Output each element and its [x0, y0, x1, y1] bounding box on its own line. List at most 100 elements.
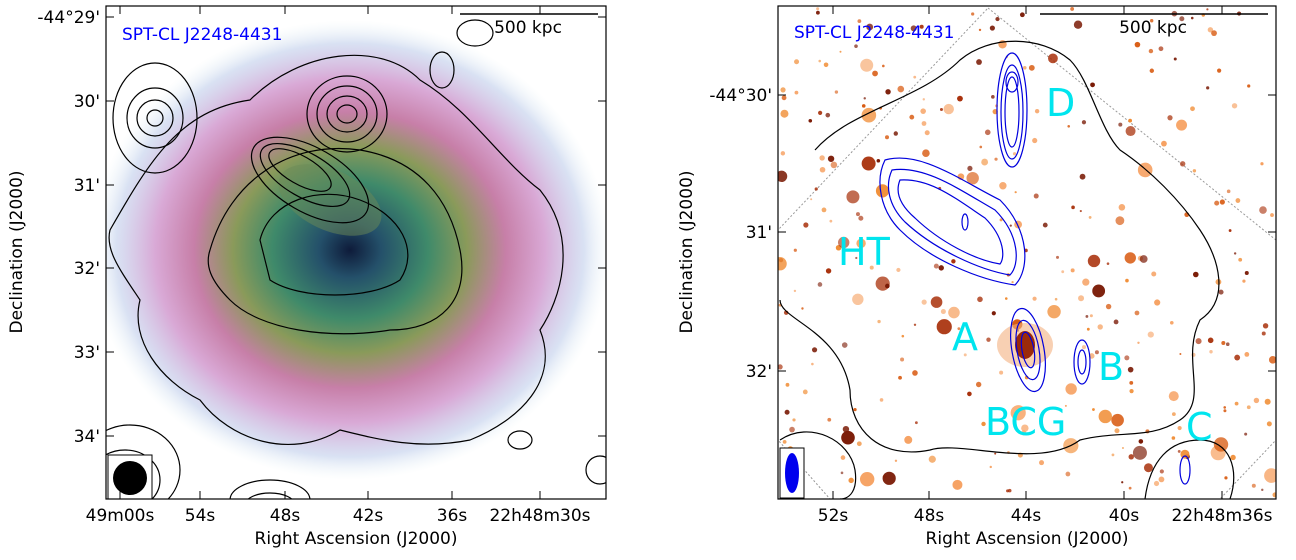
x-tick-label: 48s [270, 506, 301, 526]
galaxy [1206, 8, 1209, 11]
galaxy [1244, 432, 1248, 436]
galaxy [1089, 314, 1093, 318]
galaxy [991, 311, 996, 316]
galaxy [1129, 380, 1134, 385]
galaxy [910, 25, 917, 32]
galaxy [816, 10, 820, 15]
galaxy [1078, 295, 1085, 302]
galaxy [1167, 115, 1173, 121]
galaxy [1006, 489, 1010, 493]
galaxy [778, 170, 788, 183]
galaxy [1161, 140, 1167, 147]
galaxy [778, 364, 783, 370]
y-axis-label: Declination (J2000) [7, 170, 27, 333]
galaxy [827, 155, 835, 162]
y-tick-label: -44°30' [709, 86, 772, 106]
galaxy [1111, 453, 1115, 457]
galaxy [938, 265, 944, 271]
galaxy [921, 299, 927, 305]
galaxy [1270, 213, 1274, 217]
galaxy [1213, 437, 1229, 452]
galaxy [1127, 366, 1134, 373]
galaxy [893, 131, 898, 136]
galaxy [1125, 278, 1129, 283]
galaxy [1067, 124, 1071, 128]
galaxy [1118, 203, 1126, 211]
galaxy [866, 23, 874, 31]
galaxy [852, 293, 864, 306]
galaxy [948, 306, 960, 319]
galaxy [1261, 331, 1266, 336]
x-tick-label: 22h48m30s [489, 506, 590, 526]
galaxy [1192, 169, 1197, 173]
galaxy [904, 435, 913, 444]
galaxy [981, 158, 989, 166]
galaxy [861, 104, 866, 108]
galaxy [1238, 257, 1243, 262]
galaxy [928, 455, 936, 463]
galaxy [841, 342, 848, 348]
galaxy [1272, 492, 1276, 498]
galaxy [1128, 454, 1134, 460]
y-tick-label: 32' [746, 362, 772, 382]
galaxy [863, 97, 866, 100]
galaxy [882, 471, 896, 485]
galaxy [1092, 408, 1095, 411]
galaxy [1217, 68, 1222, 73]
galaxy [967, 391, 972, 397]
galaxy [989, 25, 995, 31]
galaxy [1009, 224, 1012, 227]
galaxy [1012, 152, 1017, 156]
galaxy [869, 265, 874, 270]
galaxy [1061, 270, 1065, 274]
galaxy [1106, 262, 1110, 265]
galaxy [1151, 271, 1157, 277]
galaxy [1206, 86, 1210, 90]
galaxy [840, 471, 844, 475]
galaxy [919, 24, 924, 29]
galaxy [781, 95, 787, 101]
x-axis-label: Right Ascension (J2000) [926, 529, 1129, 549]
galaxy [1021, 424, 1029, 432]
galaxy [1070, 7, 1075, 11]
galaxy [1094, 350, 1099, 355]
galaxy [1261, 488, 1264, 492]
galaxy [789, 426, 795, 433]
region-label: C [1186, 405, 1213, 449]
galaxy [1195, 338, 1202, 345]
galaxy [901, 334, 905, 338]
galaxy [1154, 299, 1161, 306]
galaxy [885, 283, 890, 289]
galaxy [801, 307, 804, 310]
xray-image [106, 19, 606, 499]
galaxy [841, 430, 855, 445]
optical-image [778, 7, 1276, 499]
galaxy [1209, 350, 1213, 354]
galaxy [877, 319, 881, 324]
galaxy [940, 309, 946, 315]
galaxy [1118, 122, 1123, 127]
galaxy [1048, 53, 1058, 64]
galaxy [855, 256, 858, 260]
galaxy [1125, 126, 1136, 137]
galaxy [921, 121, 927, 126]
y-tick-label: 34' [74, 427, 100, 447]
galaxy [780, 109, 789, 118]
galaxy [1219, 199, 1225, 205]
galaxy [1042, 222, 1048, 228]
galaxy [794, 90, 799, 95]
galaxy [999, 218, 1003, 222]
galaxy [885, 89, 891, 95]
galaxy [780, 151, 786, 156]
galaxy [1192, 271, 1199, 278]
galaxy [1088, 216, 1092, 219]
galaxy [808, 118, 813, 123]
galaxy [1247, 84, 1251, 88]
galaxy [896, 267, 901, 273]
y-tick-label: 31' [74, 176, 100, 196]
galaxy [1128, 118, 1133, 123]
galaxy [1251, 483, 1256, 488]
galaxy [1039, 460, 1045, 466]
y-tick-label: 33' [74, 343, 100, 363]
galaxy [1047, 304, 1061, 319]
